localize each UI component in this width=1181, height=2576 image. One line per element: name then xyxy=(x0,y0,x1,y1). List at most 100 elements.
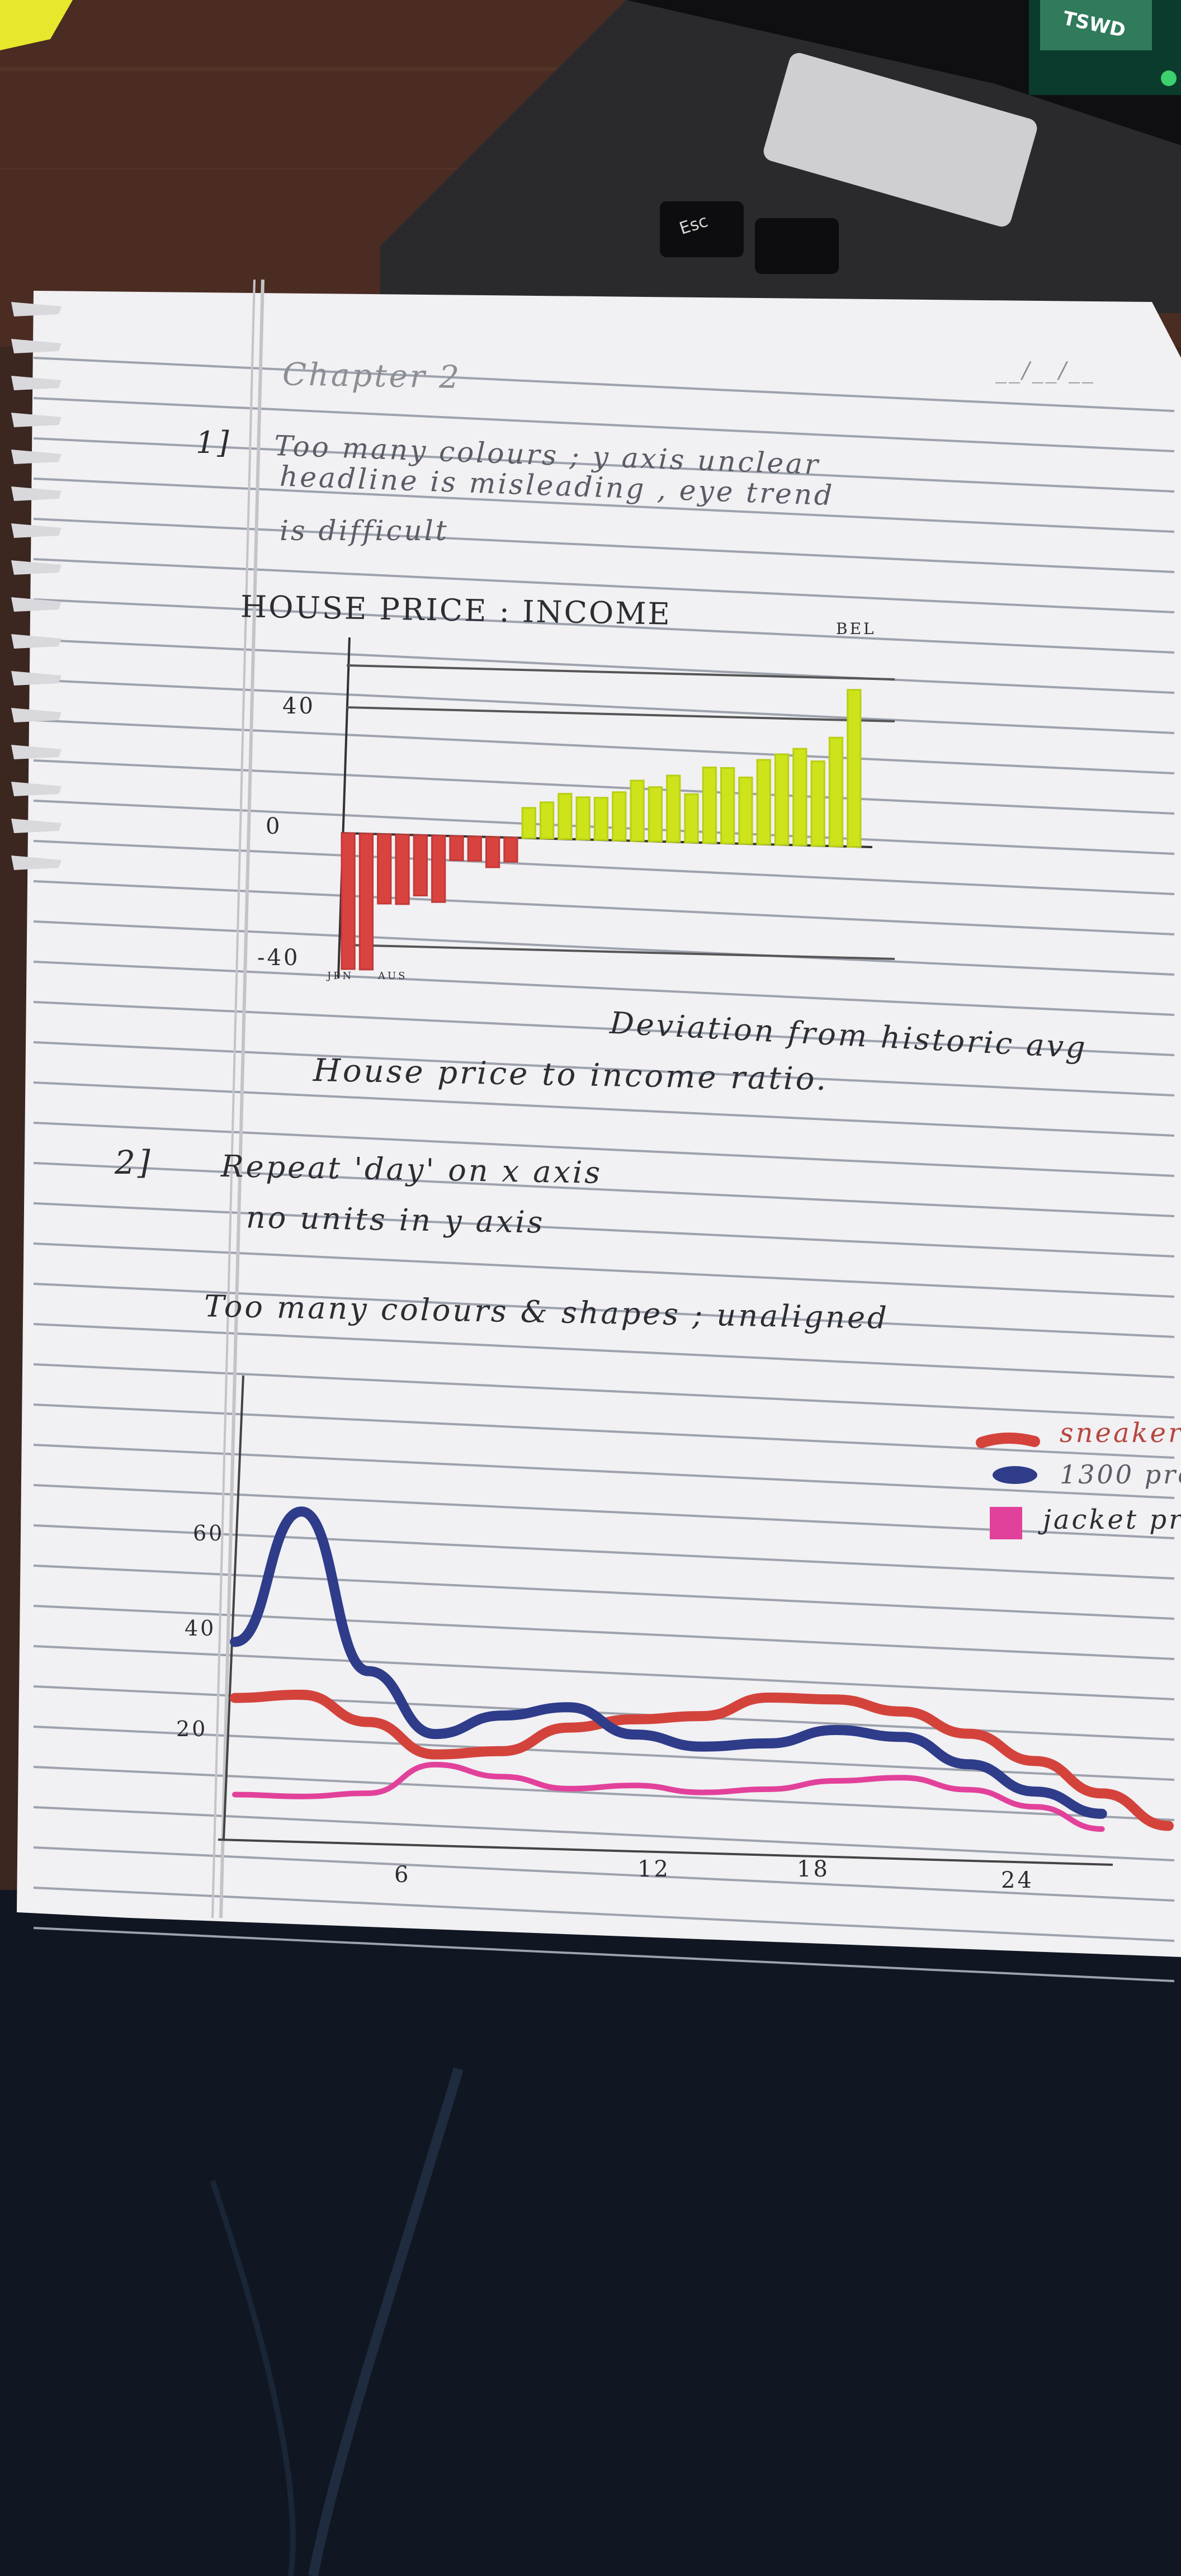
keyboard-key xyxy=(755,218,839,274)
ruled-line xyxy=(33,518,1175,573)
ruled-line xyxy=(33,840,1175,895)
section-2-number: 2] xyxy=(115,1143,153,1181)
ruled-line xyxy=(33,478,1175,533)
line-chart-x-axis xyxy=(218,1838,1113,1866)
ruled-line xyxy=(33,679,1175,734)
ruled-line xyxy=(33,1001,1175,1056)
bar xyxy=(738,776,753,845)
ruled-line xyxy=(33,920,1175,976)
bar xyxy=(558,793,573,840)
bar xyxy=(575,796,590,840)
ruled-line xyxy=(33,1041,1175,1096)
ruled-line xyxy=(33,1685,1175,1741)
spiral-tear xyxy=(11,486,62,501)
bar-chart-xtick-label: AUS xyxy=(378,970,408,982)
bar xyxy=(702,767,717,844)
spiral-tear xyxy=(11,708,62,722)
jeans-seam xyxy=(210,2180,296,2576)
ruled-line xyxy=(33,1081,1175,1137)
bar-chart-top-label: BEL xyxy=(836,620,876,638)
jeans-seam xyxy=(308,2067,464,2576)
spiral-tears xyxy=(11,302,62,870)
bar xyxy=(792,748,807,847)
spiral-tear xyxy=(11,819,62,833)
bar xyxy=(612,791,627,842)
section-1-number: 1] xyxy=(196,425,232,460)
ruled-line xyxy=(33,558,1175,613)
page-date-field: __/__/__ xyxy=(995,358,1095,384)
bar-chart-title: HOUSE PRICE : INCOME xyxy=(240,589,672,632)
spiral-tear xyxy=(11,782,62,796)
bar-chart-bars xyxy=(341,689,862,971)
bar xyxy=(485,836,500,868)
keyboard-key xyxy=(660,201,744,257)
ruled-line xyxy=(33,759,1175,815)
line-chart-xtick-label: 18 xyxy=(797,1856,830,1882)
ruled-line xyxy=(33,1403,1175,1459)
bar xyxy=(630,779,645,842)
bar xyxy=(358,833,374,971)
jeans xyxy=(0,1890,1181,2576)
series-line xyxy=(232,1761,1105,1832)
bar xyxy=(666,774,681,843)
ruled-line xyxy=(33,1524,1175,1580)
section-1-line: is difficult xyxy=(280,514,449,547)
ruled-line xyxy=(33,437,1175,493)
bar xyxy=(395,834,410,905)
bar xyxy=(847,689,862,848)
line-chart-ytick-label: 20 xyxy=(176,1717,208,1741)
line-chart-legend xyxy=(976,1433,1040,1539)
ruled-line xyxy=(33,1887,1175,1942)
ruled-line xyxy=(33,1122,1175,1177)
spiral-tear xyxy=(11,634,62,649)
bar xyxy=(467,835,482,862)
line-chart-xtick-label: 12 xyxy=(637,1856,670,1882)
notebook-page xyxy=(11,279,1181,1982)
legend-label-sneaker: sneaker xyxy=(1060,1417,1181,1449)
margin-line xyxy=(211,279,256,1918)
legend-swatch xyxy=(993,1466,1037,1484)
ruled-line xyxy=(33,1927,1175,1982)
ruled-line xyxy=(33,639,1175,694)
ruled-lines xyxy=(33,357,1175,1982)
bar xyxy=(521,807,536,839)
house-price-bar-chart xyxy=(337,637,895,979)
bar xyxy=(449,835,464,862)
spiral-tear xyxy=(11,523,62,538)
line-chart-xtick-label: 24 xyxy=(1001,1868,1034,1893)
line-chart-ytick-label: 40 xyxy=(185,1616,216,1641)
line-chart-ytick-label: 60 xyxy=(193,1521,225,1545)
bar xyxy=(648,786,663,843)
bar xyxy=(341,832,356,970)
bar xyxy=(503,836,518,863)
highlighter-pen xyxy=(0,0,73,50)
bar xyxy=(774,753,790,846)
line-chart-y-axis xyxy=(223,1375,244,1840)
bar xyxy=(756,759,771,845)
legend-label-1300-pro: 1300 pro xyxy=(1060,1459,1181,1490)
bar-chart-gridline xyxy=(346,664,895,680)
bar xyxy=(810,760,825,847)
ruled-line xyxy=(33,397,1175,452)
spiral-tear xyxy=(11,855,62,870)
ruled-line xyxy=(33,1242,1175,1298)
margin-line xyxy=(219,279,264,1918)
spiral-tear xyxy=(11,560,62,575)
series-line xyxy=(230,1506,1107,1819)
spiral-tear xyxy=(11,671,62,686)
bar-chart-gridlines xyxy=(346,664,895,960)
ruled-line xyxy=(33,1605,1175,1660)
series-line xyxy=(230,1689,1174,1831)
spiral-tear xyxy=(11,450,62,464)
ruled-line xyxy=(33,880,1175,935)
bar-chart-y-axis xyxy=(337,637,351,979)
line-chart-series xyxy=(230,1506,1174,1832)
screen-status-icon xyxy=(1161,70,1177,86)
ruled-line xyxy=(33,1564,1175,1620)
bar xyxy=(539,801,555,840)
ruled-line xyxy=(33,598,1175,654)
laptop-webcam-cover xyxy=(763,53,1037,227)
bar-chart-ytick-label: -40 xyxy=(257,945,300,971)
sneaker-line-chart xyxy=(218,1375,1174,1866)
